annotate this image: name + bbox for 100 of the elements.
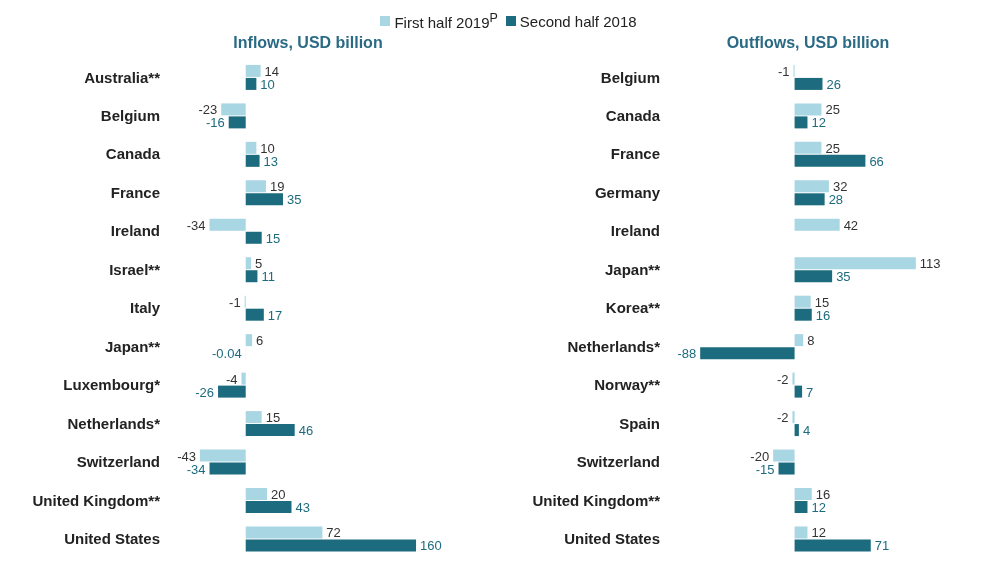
bar bbox=[794, 193, 825, 206]
y-tick-label: Italy bbox=[129, 299, 161, 317]
y-tick-label: United Kingdom** bbox=[32, 491, 161, 509]
bar bbox=[778, 462, 795, 475]
bar bbox=[209, 462, 246, 475]
y-tick-label: Netherlands* bbox=[67, 414, 161, 432]
data-label: 20 bbox=[271, 487, 286, 502]
data-label: 16 bbox=[815, 487, 831, 502]
data-label: 71 bbox=[874, 538, 890, 554]
bar bbox=[241, 372, 246, 385]
bar bbox=[794, 488, 812, 500]
data-label: 4 bbox=[802, 423, 811, 439]
y-tick-label: Israel** bbox=[109, 260, 161, 278]
data-label: 10 bbox=[260, 140, 275, 156]
bar bbox=[794, 116, 808, 129]
data-label: 15 bbox=[814, 294, 830, 310]
data-label: 43 bbox=[295, 500, 310, 515]
y-tick-label: Canada bbox=[105, 145, 161, 163]
data-label: 17 bbox=[267, 307, 283, 323]
bar bbox=[228, 116, 246, 129]
data-label: 11 bbox=[261, 269, 275, 285]
bar bbox=[794, 270, 833, 283]
bar bbox=[794, 141, 822, 154]
data-label: -26 bbox=[195, 384, 215, 400]
data-label: -1 bbox=[229, 294, 241, 310]
y-tick-label: France bbox=[610, 145, 660, 163]
y-tick-label: Ireland bbox=[110, 222, 160, 240]
bar bbox=[794, 103, 822, 116]
bar bbox=[794, 180, 829, 193]
data-label: 32 bbox=[832, 179, 848, 195]
y-tick-label: United States bbox=[64, 530, 160, 548]
data-label: -88 bbox=[677, 346, 697, 362]
bar bbox=[794, 501, 808, 513]
y-tick-label: Ireland bbox=[610, 222, 660, 240]
y-tick-label: Belgium bbox=[600, 68, 660, 86]
bar bbox=[221, 103, 246, 116]
data-label: 5 bbox=[255, 256, 263, 272]
y-tick-label: Canada bbox=[605, 107, 661, 125]
bar bbox=[245, 334, 253, 347]
data-label: 19 bbox=[269, 179, 285, 195]
data-label: 66 bbox=[869, 153, 884, 169]
bar bbox=[245, 270, 258, 283]
data-label: -43 bbox=[177, 448, 196, 464]
bar bbox=[794, 539, 871, 552]
y-tick-label: Belgium bbox=[100, 107, 160, 125]
data-label: 16 bbox=[815, 307, 831, 323]
bar bbox=[773, 449, 795, 462]
bar bbox=[794, 308, 812, 321]
y-tick-label: Netherlands* bbox=[567, 337, 661, 355]
data-label: -15 bbox=[755, 461, 775, 477]
bar bbox=[245, 77, 257, 90]
bar bbox=[218, 385, 246, 398]
data-label: 14 bbox=[264, 63, 280, 79]
bar bbox=[245, 231, 262, 244]
data-label: 25 bbox=[825, 102, 840, 118]
chart-title: Outflows, USD billion bbox=[725, 34, 891, 53]
bar bbox=[199, 449, 246, 462]
y-tick-label: Japan** bbox=[104, 337, 161, 355]
bar bbox=[245, 424, 295, 437]
y-tick-label: Norway** bbox=[594, 376, 661, 394]
data-label: 26 bbox=[826, 76, 841, 92]
bar bbox=[245, 501, 292, 513]
y-tick-label: Australia** bbox=[84, 68, 161, 86]
bar bbox=[245, 488, 268, 500]
data-label: 12 bbox=[811, 115, 826, 131]
bar bbox=[700, 347, 795, 360]
y-tick-label: France bbox=[110, 183, 160, 201]
data-label: 160 bbox=[420, 538, 442, 554]
data-label: -23 bbox=[198, 102, 218, 118]
bar bbox=[794, 257, 916, 270]
bar bbox=[245, 154, 260, 167]
legend-label: Second half 2018 bbox=[519, 12, 637, 30]
data-label: 6 bbox=[256, 333, 264, 349]
data-label: -34 bbox=[186, 461, 206, 477]
bar bbox=[245, 539, 417, 552]
legend-label: First half 2019$^{P}$ bbox=[394, 11, 498, 31]
bar bbox=[245, 257, 252, 270]
data-label: 12 bbox=[811, 525, 826, 541]
data-label: 25 bbox=[825, 140, 840, 156]
data-label: 46 bbox=[298, 423, 314, 439]
data-label: 28 bbox=[828, 192, 844, 208]
bar bbox=[245, 64, 261, 77]
data-label: -20 bbox=[750, 448, 770, 464]
data-label: -2 bbox=[776, 410, 789, 426]
bar bbox=[794, 424, 799, 437]
data-label: 35 bbox=[836, 269, 851, 285]
data-label: 15 bbox=[265, 410, 281, 426]
data-label: -4 bbox=[225, 371, 238, 387]
data-label: 72 bbox=[326, 525, 341, 541]
bar bbox=[794, 77, 823, 90]
bar bbox=[794, 334, 804, 347]
data-label: 42 bbox=[843, 217, 859, 233]
chart-title: Inflows, USD billion bbox=[232, 34, 384, 53]
data-label: 35 bbox=[286, 192, 302, 208]
bar bbox=[792, 411, 795, 424]
data-label: -16 bbox=[205, 115, 225, 131]
y-tick-label: United Kingdom** bbox=[532, 491, 661, 509]
bar bbox=[792, 372, 795, 385]
data-label: 10 bbox=[260, 76, 275, 92]
data-label: 8 bbox=[807, 333, 815, 349]
